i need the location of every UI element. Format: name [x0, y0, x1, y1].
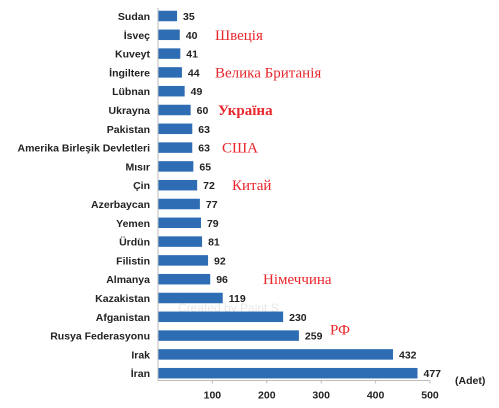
category-label: İran: [131, 367, 150, 380]
category-label: Rusya Federasyonu: [50, 331, 150, 343]
category-label: Amerika Birleşik Devletleri: [18, 143, 151, 155]
data-label: 81: [208, 237, 220, 249]
x-tick-label: 400: [367, 389, 385, 401]
data-label: 63: [198, 143, 210, 155]
annotation-ukrayna: Україна: [218, 103, 273, 119]
bar-ukrayna: [158, 104, 191, 116]
category-label: Afganistan: [96, 312, 150, 324]
category-label: Almanya: [106, 274, 150, 286]
category-label: Çin: [133, 180, 150, 192]
bar-in: [158, 179, 198, 191]
data-label: 60: [197, 105, 209, 117]
data-label: 477: [423, 368, 441, 380]
bar-m-s-r: [158, 161, 194, 172]
bar-afganistan: [158, 311, 284, 323]
annotation-amerika-birle-ik-devletleri: США: [222, 141, 258, 157]
data-label: 44: [188, 67, 200, 79]
annotation-rusya-federasyonu: РФ: [330, 323, 350, 339]
category-label: Kuveyt: [115, 49, 151, 61]
x-axis-unit-label: (Adet): [455, 375, 485, 387]
data-label: 79: [207, 218, 219, 230]
annotation-almanya: Німеччина: [263, 272, 332, 288]
bar-kuveyt: [158, 48, 181, 59]
x-tick-label: 100: [204, 389, 222, 401]
data-label: 35: [183, 11, 195, 23]
bars-group: Sudan 35 İsveç 40 Kuveyt 41 İngiltere 44 Lübnan 4…: [18, 10, 441, 380]
annotation-i-sve: Швеція: [215, 28, 263, 44]
data-label: 72: [203, 180, 215, 192]
bar-azerbaycan: [158, 198, 200, 210]
data-label: 259: [305, 331, 323, 343]
category-label: Ukrayna: [109, 105, 151, 117]
category-label: Azerbaycan: [91, 199, 150, 211]
data-label: 40: [186, 30, 198, 42]
x-axis: 100 200 300 400 500: [157, 8, 439, 401]
bar-rd-n: [158, 236, 203, 247]
data-label: 41: [186, 49, 198, 61]
data-label: 63: [198, 124, 210, 136]
category-label: Lübnan: [112, 86, 150, 98]
bar-yemen: [158, 217, 201, 229]
bar-filistin: [158, 255, 209, 266]
category-label: Kazakistan: [95, 293, 150, 305]
bar-pakistan: [158, 123, 193, 135]
data-label: 49: [191, 86, 203, 98]
bar-almanya: [158, 273, 211, 285]
category-label: Mısır: [125, 161, 150, 173]
category-label: Pakistan: [107, 124, 150, 136]
data-label: 96: [216, 274, 228, 286]
category-label: İsveç: [124, 29, 150, 42]
watermark-text: Created by Paint S: [178, 301, 279, 315]
bar-l-bnan: [158, 85, 185, 97]
annotations-group: Швеція Велика Британія Україна США Китай Німе…: [215, 28, 350, 339]
bar-rusya-federasyonu: [158, 330, 299, 341]
data-label: 65: [199, 161, 211, 173]
bar-irak: [158, 349, 394, 360]
bar-kazakistan: [158, 292, 223, 304]
bar-amerika-birle-ik-devletleri: [158, 142, 193, 153]
x-tick-label: 200: [258, 389, 276, 401]
bar-i-ngiltere: [158, 67, 182, 78]
data-label: 77: [206, 199, 218, 211]
bar-i-sve: [158, 29, 180, 41]
x-tick-label: 300: [312, 389, 330, 401]
category-label: Sudan: [118, 11, 150, 23]
x-tick-label: 500: [421, 389, 439, 401]
category-label: Yemen: [116, 218, 150, 230]
annotation-i-ngiltere: Велика Британія: [215, 65, 321, 81]
data-label: 432: [399, 349, 417, 361]
data-label: 230: [289, 312, 307, 324]
data-label: 119: [229, 293, 246, 305]
bar-sudan: [158, 10, 178, 22]
category-label: Filistin: [116, 255, 150, 267]
category-label: Ürdün: [119, 236, 150, 249]
category-label: İngiltere: [109, 66, 150, 79]
annotation-in: Китай: [232, 178, 271, 194]
data-label: 92: [214, 255, 226, 267]
bar-i-ran: [158, 367, 418, 379]
category-label: Irak: [131, 349, 150, 361]
